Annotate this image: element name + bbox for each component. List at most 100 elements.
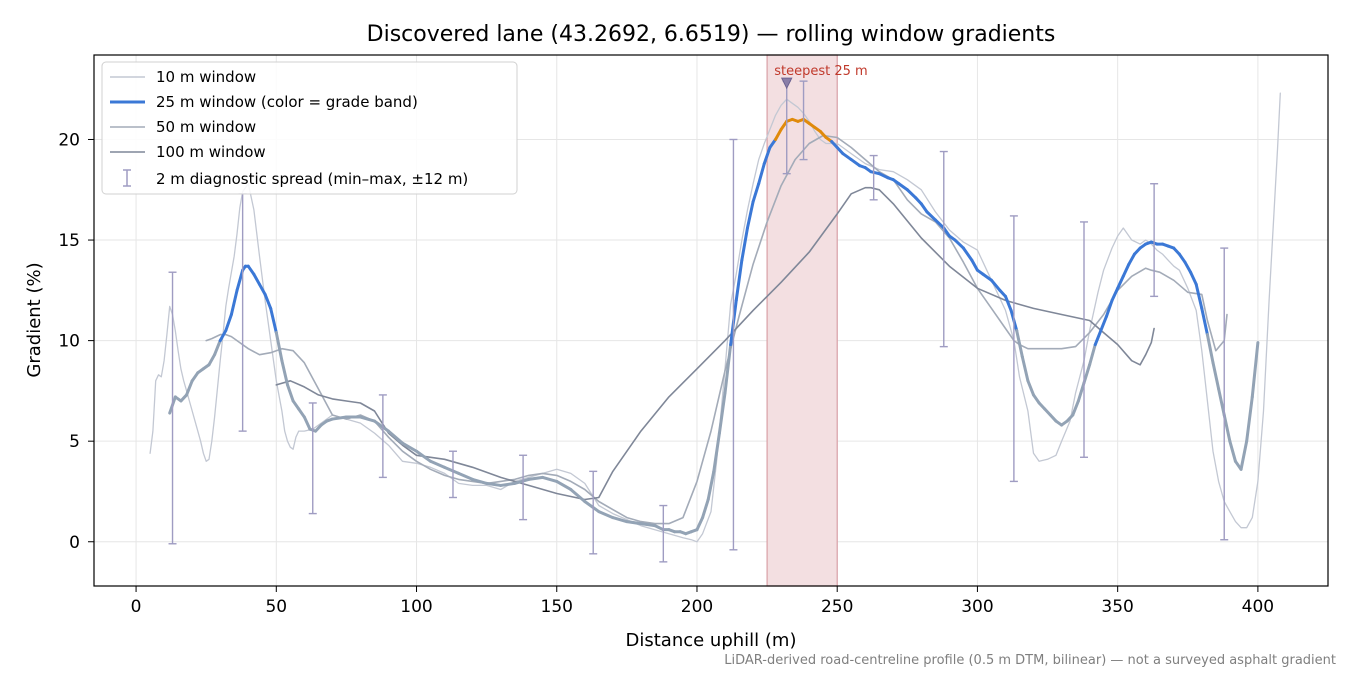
series-25m-segment (185, 379, 194, 397)
y-axis-label: Gradient (%) (24, 262, 45, 377)
series-25m-segment (252, 272, 261, 286)
series-25m-segment (386, 429, 404, 445)
series-25m-segment (841, 152, 853, 162)
series-25m-segment (1194, 282, 1204, 310)
error-bar (589, 470, 598, 555)
series-25m-segment (706, 469, 716, 502)
x-tick-label: 200 (681, 597, 713, 617)
series-25m-segment (457, 471, 475, 481)
series-25m-segment (639, 522, 657, 528)
error-bar (1150, 183, 1159, 298)
series-25m-segment (877, 172, 890, 180)
series-25m-segment (1020, 355, 1030, 383)
series-25m-segment (429, 459, 447, 469)
y-axis-ticks: 0 5 10 15 20 (58, 130, 94, 553)
series-25m-segment (274, 331, 284, 363)
series-25m-segment (919, 202, 929, 214)
y-tick-label: 0 (69, 533, 80, 553)
legend-label-errorbar: 2 m diagnostic spread (min–max, ±12 m) (156, 170, 468, 188)
series-25m-segment (372, 419, 390, 433)
series-25m-segment (653, 524, 665, 532)
series-25m-segment (897, 182, 909, 192)
series-25m-segment (555, 479, 573, 491)
series-25m-segment (1015, 329, 1024, 359)
series-25m-segment (246, 264, 256, 276)
error-bar (1009, 215, 1018, 483)
series-25m-segment (625, 520, 643, 526)
series-25m-segment (1177, 252, 1187, 264)
series-25m-segment (1082, 363, 1092, 385)
series-25m-segment (1071, 399, 1080, 417)
series-25m-segment (1183, 260, 1193, 274)
y-tick-label: 10 (58, 332, 80, 352)
series-25m-segment (1211, 361, 1221, 391)
series-25m-segment (1205, 333, 1215, 365)
series-25m-segment (229, 288, 239, 316)
series-25m-segment (513, 477, 531, 485)
series-25m-segment (1222, 413, 1232, 443)
x-tick-label: 350 (1101, 597, 1133, 617)
x-tick-label: 100 (400, 597, 432, 617)
series-25m-segment (1228, 439, 1237, 463)
series-25m-segment (712, 431, 721, 473)
series-25m-segment (485, 481, 503, 487)
error-bar (869, 154, 878, 201)
series-25m-segment (499, 481, 517, 487)
series-25m-segment (330, 415, 348, 421)
series-25m-segment (415, 449, 433, 463)
error-bar (729, 138, 738, 551)
series-25m-segment (723, 343, 733, 395)
diagnostic-error-bars (168, 80, 1229, 563)
error-bar (308, 402, 317, 515)
legend-label-25m: 25 m window (color = grade band) (156, 93, 418, 111)
legend-label-50m: 50 m window (156, 118, 256, 136)
series-25m-segment (1127, 252, 1136, 266)
series-25m-segment (257, 282, 267, 296)
series-25m-segment (1032, 393, 1041, 405)
series-25m-segment (1239, 439, 1249, 471)
series-25m-segment (745, 200, 755, 230)
series-25m-segment (933, 218, 946, 230)
x-tick-label: 150 (541, 597, 573, 617)
x-tick-label: 50 (265, 597, 287, 617)
series-25m-segment (1121, 262, 1131, 278)
series-25m-segment (1250, 341, 1260, 399)
series-25m-segment (1217, 387, 1226, 417)
series-25m-segment (235, 268, 245, 292)
error-bar (1080, 221, 1089, 458)
series-line-0 (149, 92, 1281, 543)
steepest-marker (780, 77, 793, 90)
footnote: LiDAR-derived road-centreline profile (0… (724, 653, 1336, 668)
series-25m-segment (527, 475, 545, 481)
x-tick-label: 0 (131, 597, 142, 617)
series-25m-segment (981, 272, 993, 282)
legend-swatch-errorbar (123, 169, 131, 187)
series-25m-segment (280, 359, 290, 387)
series-25m-segment (471, 477, 489, 485)
series-25m-segment (1088, 343, 1097, 367)
error-bar (448, 450, 457, 499)
series-25m-segment (961, 246, 974, 262)
series-25m-segment (207, 353, 217, 367)
series-25m-segment (1200, 306, 1209, 337)
series-25m-segment (1110, 286, 1120, 302)
series-25m-segment (942, 226, 951, 238)
series-25m-segment (779, 119, 789, 131)
steepest-marker-triangle (780, 77, 793, 90)
series-25m-segment (443, 465, 461, 475)
series-line-3 (275, 186, 1155, 501)
series-25m-segment (717, 391, 727, 435)
series-25m-segment (701, 498, 710, 520)
series-25m-segment (569, 487, 587, 504)
series-25m-segment (734, 258, 744, 302)
steepest-label: steepest 25 m (774, 64, 867, 79)
series-25m-segment (953, 238, 965, 250)
series-25m-segment (774, 127, 783, 141)
y-tick-label: 20 (58, 130, 80, 150)
error-bar (378, 394, 387, 479)
series-25m-segment (302, 415, 312, 431)
error-bar (659, 504, 668, 563)
error-bar (168, 271, 177, 545)
series-25m-segment (297, 407, 306, 419)
series-25m-segment (1026, 379, 1036, 397)
